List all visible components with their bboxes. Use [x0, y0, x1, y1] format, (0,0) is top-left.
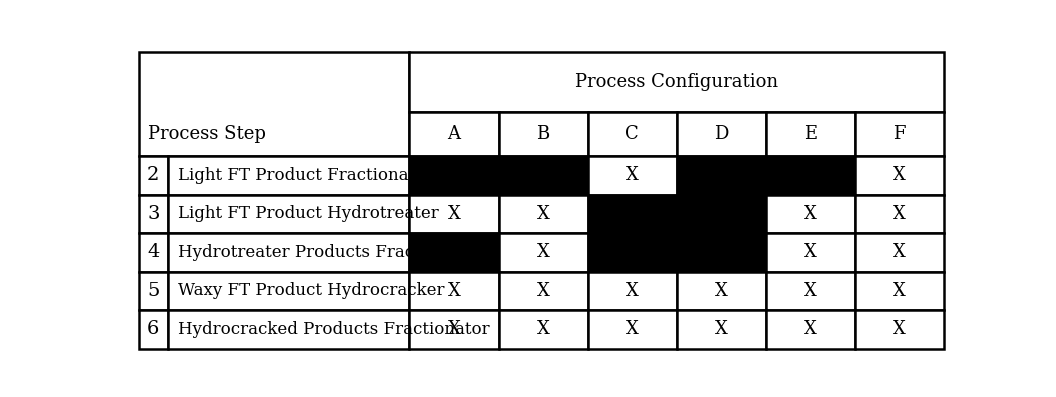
Bar [498, 233, 587, 272]
Text: X: X [804, 320, 816, 339]
Text: A: A [448, 125, 460, 143]
Bar [498, 272, 587, 310]
Bar [854, 233, 944, 272]
Text: X: X [625, 320, 639, 339]
Bar [410, 272, 498, 310]
Text: C: C [625, 125, 639, 143]
Bar [410, 156, 498, 195]
Text: E: E [804, 125, 816, 143]
Text: X: X [804, 205, 816, 223]
Bar [677, 112, 766, 156]
Bar [168, 233, 410, 272]
Text: X: X [715, 320, 728, 339]
Text: X: X [536, 320, 549, 339]
Bar [410, 195, 498, 233]
Text: X: X [536, 282, 549, 300]
Text: X: X [448, 320, 460, 339]
Bar [168, 310, 410, 349]
Bar [766, 233, 854, 272]
Bar [677, 310, 766, 349]
Text: 3: 3 [147, 205, 159, 223]
Bar [587, 195, 677, 233]
Bar [766, 310, 854, 349]
Text: 5: 5 [147, 282, 159, 300]
Bar [854, 272, 944, 310]
Text: F: F [893, 125, 906, 143]
Bar [168, 272, 410, 310]
Text: X: X [804, 243, 816, 262]
Bar [410, 233, 498, 272]
Bar [854, 310, 944, 349]
Text: Waxy FT Product Hydrocracker: Waxy FT Product Hydrocracker [177, 283, 445, 299]
Bar [410, 310, 498, 349]
Bar [854, 112, 944, 156]
Bar [138, 195, 168, 233]
Text: X: X [893, 205, 906, 223]
Bar [587, 310, 677, 349]
Bar [766, 195, 854, 233]
Bar [410, 112, 498, 156]
Text: Process Configuration: Process Configuration [576, 73, 778, 91]
Text: X: X [448, 282, 460, 300]
Bar [498, 195, 587, 233]
Bar [854, 156, 944, 195]
Bar [854, 195, 944, 233]
Bar [587, 156, 677, 195]
Text: X: X [715, 282, 728, 300]
Text: X: X [625, 166, 639, 185]
Bar [587, 112, 677, 156]
Text: X: X [536, 205, 549, 223]
Text: Process Step: Process Step [148, 125, 266, 143]
Bar [138, 52, 410, 156]
Bar [677, 233, 766, 272]
Text: 6: 6 [147, 320, 159, 339]
Bar [138, 233, 168, 272]
Bar [587, 272, 677, 310]
Text: Light FT Product Hydrotreater: Light FT Product Hydrotreater [177, 205, 438, 222]
Bar [587, 233, 677, 272]
Bar [498, 310, 587, 349]
Text: 2: 2 [147, 166, 159, 185]
Bar [138, 272, 168, 310]
Text: X: X [536, 243, 549, 262]
Bar [766, 112, 854, 156]
Bar [410, 52, 944, 112]
Bar [168, 195, 410, 233]
Bar [138, 156, 168, 195]
Text: X: X [893, 243, 906, 262]
Bar [766, 156, 854, 195]
Bar [138, 310, 168, 349]
Text: D: D [714, 125, 729, 143]
Bar [766, 272, 854, 310]
Text: Light FT Product Fractionator: Light FT Product Fractionator [177, 167, 433, 184]
Text: 4: 4 [147, 243, 159, 262]
Text: Hydrocracked Products Fractionator: Hydrocracked Products Fractionator [177, 321, 489, 338]
Bar [677, 195, 766, 233]
Text: Hydrotreater Products Fractionator: Hydrotreater Products Fractionator [177, 244, 482, 261]
Text: X: X [625, 282, 639, 300]
Bar [498, 112, 587, 156]
Bar [498, 156, 587, 195]
Text: X: X [804, 282, 816, 300]
Bar [677, 156, 766, 195]
Bar [677, 272, 766, 310]
Text: X: X [448, 205, 460, 223]
Text: B: B [536, 125, 550, 143]
Text: X: X [893, 320, 906, 339]
Text: X: X [893, 166, 906, 185]
Text: X: X [893, 282, 906, 300]
Bar [168, 156, 410, 195]
